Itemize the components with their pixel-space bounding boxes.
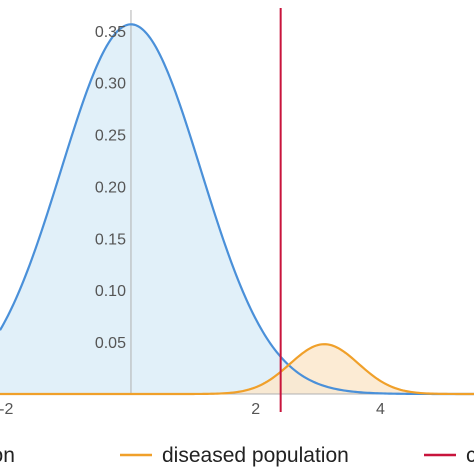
y-tick-label: 0.20 [95, 179, 126, 196]
y-tick-label: 0.25 [95, 128, 126, 145]
legend-label-0: population [0, 444, 15, 467]
series-line-1 [0, 343, 474, 396]
x-tick-label: -2 [0, 401, 13, 418]
x-tick-label: 4 [376, 401, 385, 418]
series-area-0 [0, 24, 474, 395]
legend-label-1: diseased population [162, 444, 349, 467]
area-fills [0, 24, 474, 395]
series-area-1 [0, 344, 474, 394]
legend-label-2: c [466, 444, 474, 467]
x-tick-label: 2 [251, 401, 260, 418]
series-line-0 [0, 23, 474, 396]
series-lines [0, 8, 474, 412]
y-tick-label: 0.05 [95, 335, 126, 352]
tick-labels: 0.05 0.10 0.15 0.20 0.25 0.30 0.35 -2 2 4 [0, 24, 385, 418]
y-tick-label: 0.10 [95, 283, 126, 300]
y-tick-label: 0.30 [95, 76, 126, 93]
legend: population diseased population c [0, 444, 474, 467]
y-tick-label: 0.35 [95, 24, 126, 41]
y-tick-label: 0.15 [95, 231, 126, 248]
